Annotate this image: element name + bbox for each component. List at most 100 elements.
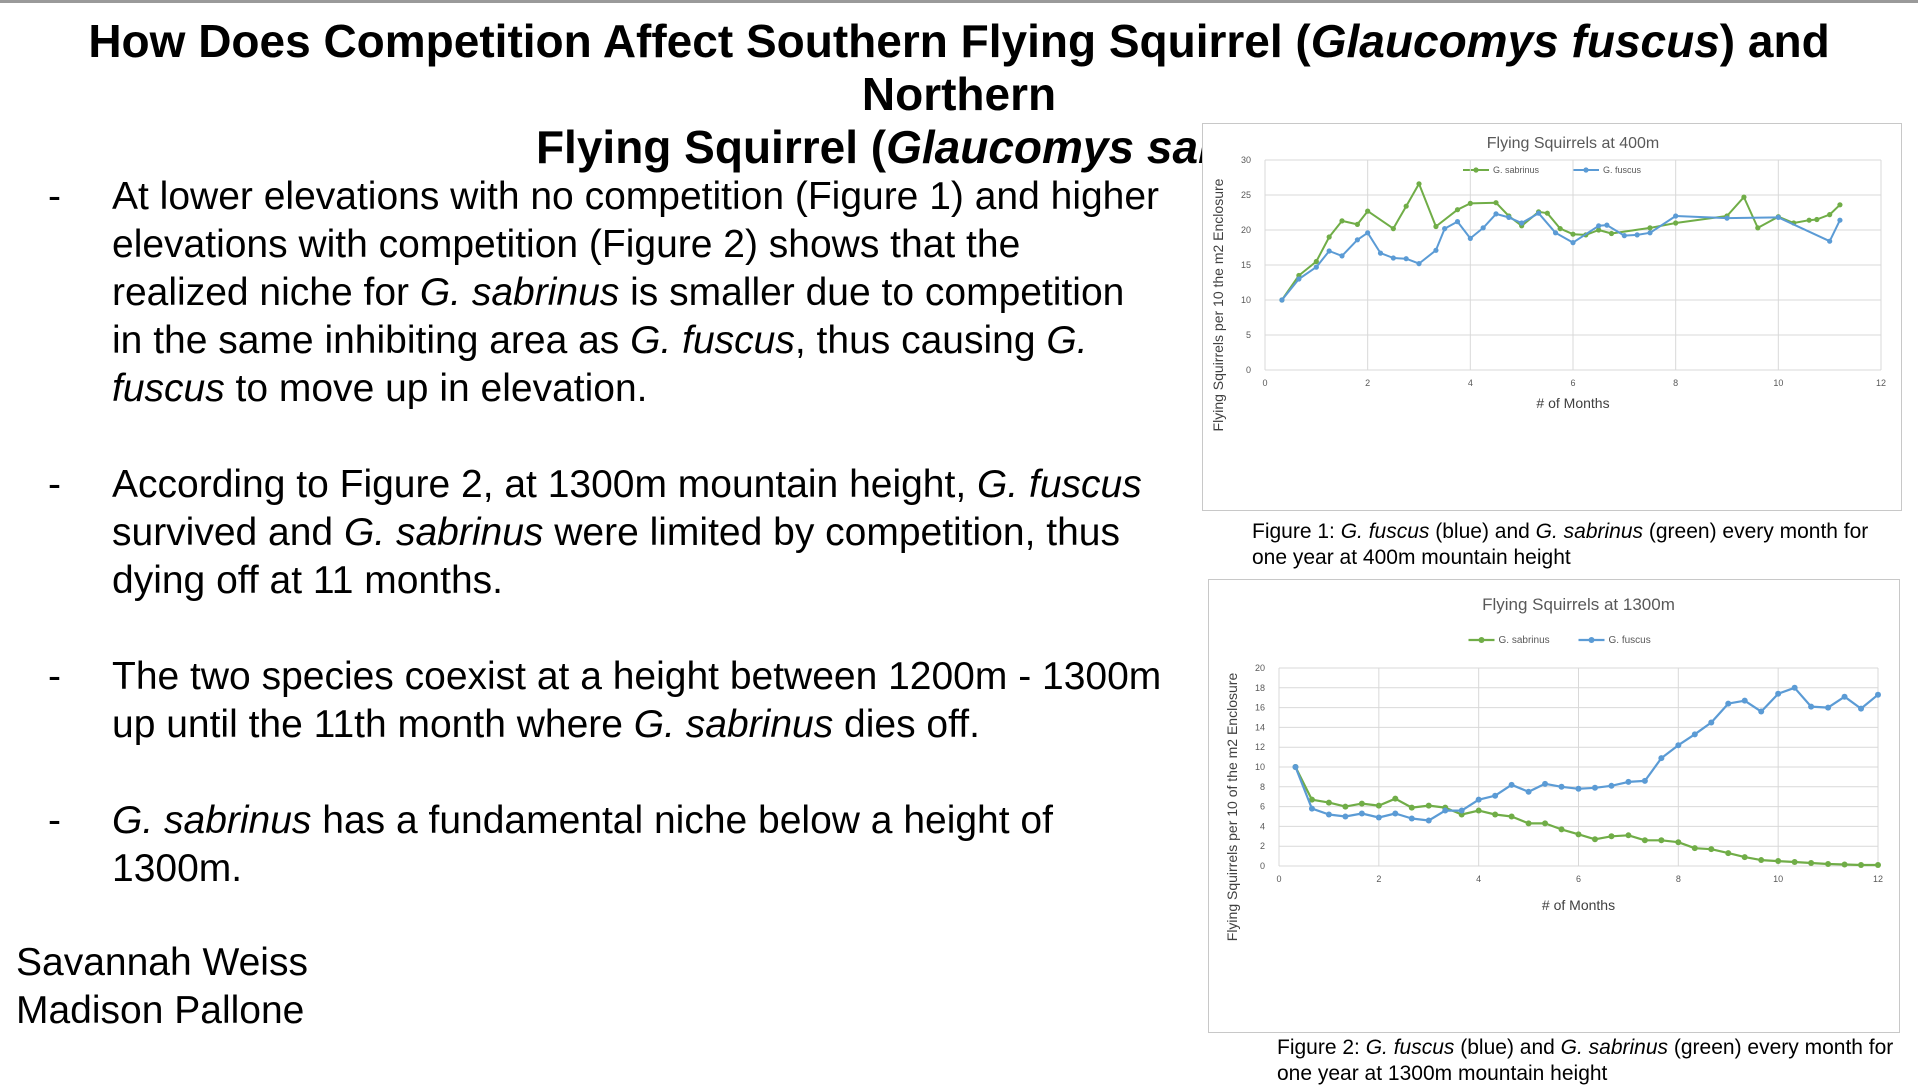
data-point	[1365, 230, 1371, 236]
data-point	[1791, 684, 1798, 691]
data-point	[1433, 247, 1439, 253]
chart-title: Flying Squirrels at 400m	[1487, 135, 1660, 152]
series-line-g-sabrinus	[1281, 182, 1841, 301]
y-tick-label: 10	[1255, 762, 1265, 772]
text-run: to move up in elevation.	[224, 367, 648, 410]
bullet-text: G. sabrinus has a fundamental niche belo…	[112, 797, 1162, 893]
data-point	[1442, 807, 1449, 814]
species-name: G. fuscus	[977, 463, 1142, 506]
data-point	[1454, 207, 1461, 213]
data-point	[1775, 690, 1782, 697]
species-name: G. fuscus	[1340, 520, 1430, 543]
data-point	[1596, 227, 1602, 233]
x-tick-label: 10	[1773, 378, 1783, 388]
data-point	[1558, 826, 1565, 833]
species-name: G. fuscus	[1365, 1036, 1455, 1059]
text-run: survived and	[112, 511, 344, 554]
data-point	[1313, 264, 1319, 270]
data-point	[1308, 805, 1315, 812]
species-name: G. sabrinus	[112, 799, 312, 842]
data-point	[1365, 208, 1371, 214]
data-point	[1814, 216, 1820, 223]
data-point	[1308, 796, 1315, 803]
data-point	[1375, 814, 1382, 821]
text-run: At lower elevations with no competition …	[112, 175, 1160, 314]
data-point	[1493, 211, 1499, 217]
data-point	[1342, 803, 1349, 810]
data-point	[1536, 210, 1542, 216]
x-tick-label: 10	[1773, 874, 1783, 884]
data-point	[1825, 861, 1832, 868]
data-point	[1458, 807, 1465, 814]
text-run: (green) every month for one year at 1300…	[1277, 1036, 1894, 1085]
species-name: G. sabrinus	[419, 271, 620, 314]
text-run: Figure 1:	[1252, 520, 1341, 543]
data-point	[1403, 256, 1409, 262]
data-point	[1358, 800, 1365, 807]
text-run: According to Figure 2, at 1300m mountain…	[112, 463, 978, 506]
species-name: G. sabrinus	[1560, 1036, 1669, 1059]
data-point	[1837, 217, 1843, 223]
data-point	[1519, 220, 1525, 226]
data-point	[1377, 250, 1384, 256]
data-point	[1358, 810, 1365, 817]
figure-1-chart: Flying Squirrels at 400m G. sabrinus G. fu…	[1210, 135, 1886, 431]
data-point	[1570, 240, 1576, 246]
x-tick-label: 12	[1873, 874, 1883, 884]
x-tick-label: 2	[1365, 378, 1370, 388]
data-point	[1875, 691, 1881, 698]
species-name: G. fuscus	[112, 319, 1088, 410]
data-point	[1775, 214, 1781, 220]
data-point	[1425, 802, 1432, 809]
data-point	[1475, 807, 1482, 814]
y-tick-label: 0	[1260, 861, 1265, 871]
data-point	[1392, 795, 1399, 802]
legend-label: G. sabrinus	[1493, 165, 1540, 175]
legend-label: G. fuscus	[1603, 165, 1642, 175]
data-point	[1604, 222, 1610, 228]
data-point	[1841, 693, 1848, 700]
y-tick-label: 4	[1260, 821, 1265, 831]
species-name: G. fuscus	[630, 319, 795, 362]
data-point	[1475, 796, 1482, 803]
authors: Savannah Weiss Madison Pallone	[16, 939, 308, 1035]
data-point	[1375, 802, 1382, 809]
author-name: Madison Pallone	[16, 989, 305, 1032]
data-point	[1691, 731, 1698, 738]
text-run: (blue) and	[1454, 1036, 1561, 1059]
title-line-1: How Does Competition Affect Southern Fly…	[88, 15, 1830, 120]
text-run: has a fundamental niche below a height o…	[112, 799, 1053, 890]
data-point	[1390, 226, 1396, 232]
data-point	[1558, 783, 1565, 790]
legend-marker	[1473, 167, 1479, 173]
data-point	[1390, 255, 1396, 261]
data-point	[1708, 719, 1715, 726]
data-point	[1416, 181, 1422, 187]
figure-2-caption: Figure 2: G. fuscus (blue) and G. sabrin…	[1277, 1035, 1902, 1087]
data-point	[1621, 233, 1627, 239]
data-point	[1791, 859, 1798, 866]
y-tick-label: 20	[1255, 663, 1265, 673]
x-tick-label: 4	[1468, 378, 1473, 388]
text-run: (green) every month for one year at 400m…	[1252, 520, 1869, 569]
data-point	[1433, 223, 1439, 230]
legend-label: G. fuscus	[1609, 635, 1651, 646]
data-point	[1724, 215, 1730, 221]
y-tick-label: 5	[1246, 330, 1251, 340]
data-point	[1292, 764, 1299, 770]
text-run: (blue) and	[1429, 520, 1536, 543]
data-point	[1392, 810, 1399, 817]
x-tick-label: 4	[1476, 874, 1481, 884]
bullet-dash: -	[48, 175, 61, 218]
x-tick-label: 0	[1262, 378, 1267, 388]
data-point	[1492, 792, 1499, 799]
data-point	[1808, 703, 1815, 710]
species-name: G. sabrinus	[1535, 520, 1644, 543]
data-point	[1658, 755, 1665, 762]
x-axis-label: # of Months	[1542, 897, 1615, 913]
data-point	[1325, 811, 1332, 818]
data-point	[1408, 815, 1415, 822]
data-point	[1591, 784, 1598, 791]
figure-1-chart-frame: Flying Squirrels at 400m G. sabrinus G. fu…	[1202, 123, 1902, 511]
